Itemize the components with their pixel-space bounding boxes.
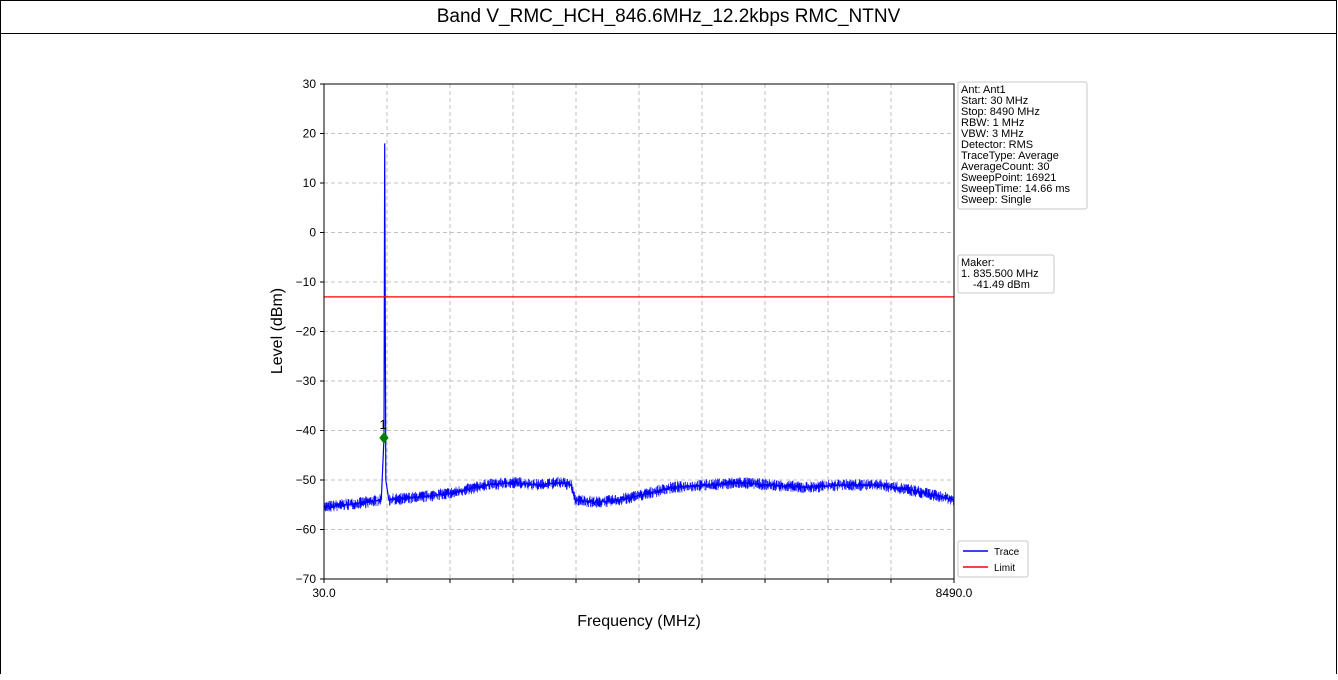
marker-info-box: Maker:1. 835.500 MHz-41.49 dBm [957, 254, 1055, 294]
info-box-line: VBW: 3 MHz [961, 128, 1024, 140]
marker-group: 1 [379, 417, 389, 444]
legend: Trace Limit [957, 540, 1029, 578]
y-tick-label: 0 [309, 226, 316, 240]
info-box-frame [957, 81, 1088, 210]
y-tick-label: 10 [303, 176, 317, 190]
marker-box-line: -41.49 dBm [973, 279, 1030, 291]
grid [324, 84, 954, 579]
info-box-line: Detector: RMS [961, 139, 1033, 151]
marker-label: 1 [379, 417, 386, 432]
marker-box-line: Maker: [961, 257, 995, 269]
info-box-line: SweepPoint: 16921 [961, 172, 1056, 184]
y-axis-ticks: 30 20 10 0 −10 −20 −30 −40 −50 −60 −70 [296, 77, 324, 586]
x-axis-ticks: 30.0 8490.0 [312, 579, 973, 600]
y-tick-label: −60 [296, 523, 317, 537]
marker-box-line: 1. 835.500 MHz [961, 268, 1039, 280]
y-tick-label: −50 [296, 473, 317, 487]
marker-diamond [379, 432, 389, 444]
traces [323, 143, 955, 513]
x-tick-label: 30.0 [312, 586, 336, 600]
y-axis-label: Level (dBm) [269, 288, 286, 374]
y-tick-label: −70 [296, 572, 317, 586]
x-tick-label: 8490.0 [936, 586, 973, 600]
x-axis-label: Frequency (MHz) [577, 613, 701, 630]
info-box-line: TraceType: Average [961, 150, 1059, 162]
info-box-line: RBW: 1 MHz [961, 117, 1024, 129]
info-box-line: Sweep: Single [961, 194, 1031, 206]
plot-panel: 30 20 10 0 −10 −20 −30 −40 −50 −60 −70 30.0 8490.0 … [244, 36, 1100, 675]
marker-box-frame [957, 254, 1055, 294]
y-tick-label: −40 [296, 424, 317, 438]
info-box-line: Stop: 8490 MHz [961, 106, 1040, 118]
info-box-line: SweepTime: 14.66 ms [961, 183, 1071, 195]
info-box-line: Start: 30 MHz [961, 95, 1028, 107]
page-title: Band V_RMC_HCH_846.6MHz_12.2kbps RMC_NTN… [0, 0, 1337, 34]
trace-line [323, 143, 955, 508]
info-box-line: Ant: Ant1 [961, 84, 1006, 96]
y-tick-label: 30 [303, 77, 317, 91]
y-tick-label: −10 [296, 275, 317, 289]
y-tick-label: −20 [296, 325, 317, 339]
legend-label: Limit [994, 563, 1015, 574]
y-tick-label: −30 [296, 374, 317, 388]
info-box-line: AverageCount: 30 [961, 161, 1049, 173]
legend-frame [957, 540, 1029, 578]
y-tick-label: 20 [303, 127, 317, 141]
legend-label: Trace [994, 547, 1020, 558]
